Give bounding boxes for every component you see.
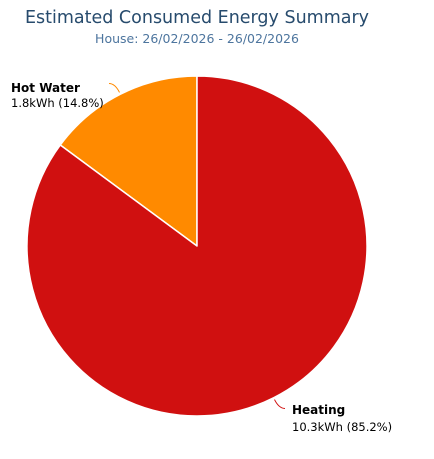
pie-slices xyxy=(26,75,368,417)
chart-subtitle: House: 26/02/2026 - 26/02/2026 xyxy=(95,31,299,46)
slice-value-hot-water: 1.8kWh (14.8%) xyxy=(11,96,104,110)
connector-heating xyxy=(274,399,286,409)
connector-hot-water xyxy=(108,83,120,93)
label-connectors xyxy=(108,83,286,409)
chart-title: Estimated Consumed Energy Summary xyxy=(24,8,370,28)
pie-slice-hot-water[interactable] xyxy=(59,75,198,247)
slice-value-heating: 10.3kWh (85.2%) xyxy=(292,420,392,434)
pie-slice-heating[interactable] xyxy=(26,75,368,417)
slice-label-heating: Heating xyxy=(292,403,345,417)
slice-label-hot-water: Hot Water xyxy=(11,81,80,95)
